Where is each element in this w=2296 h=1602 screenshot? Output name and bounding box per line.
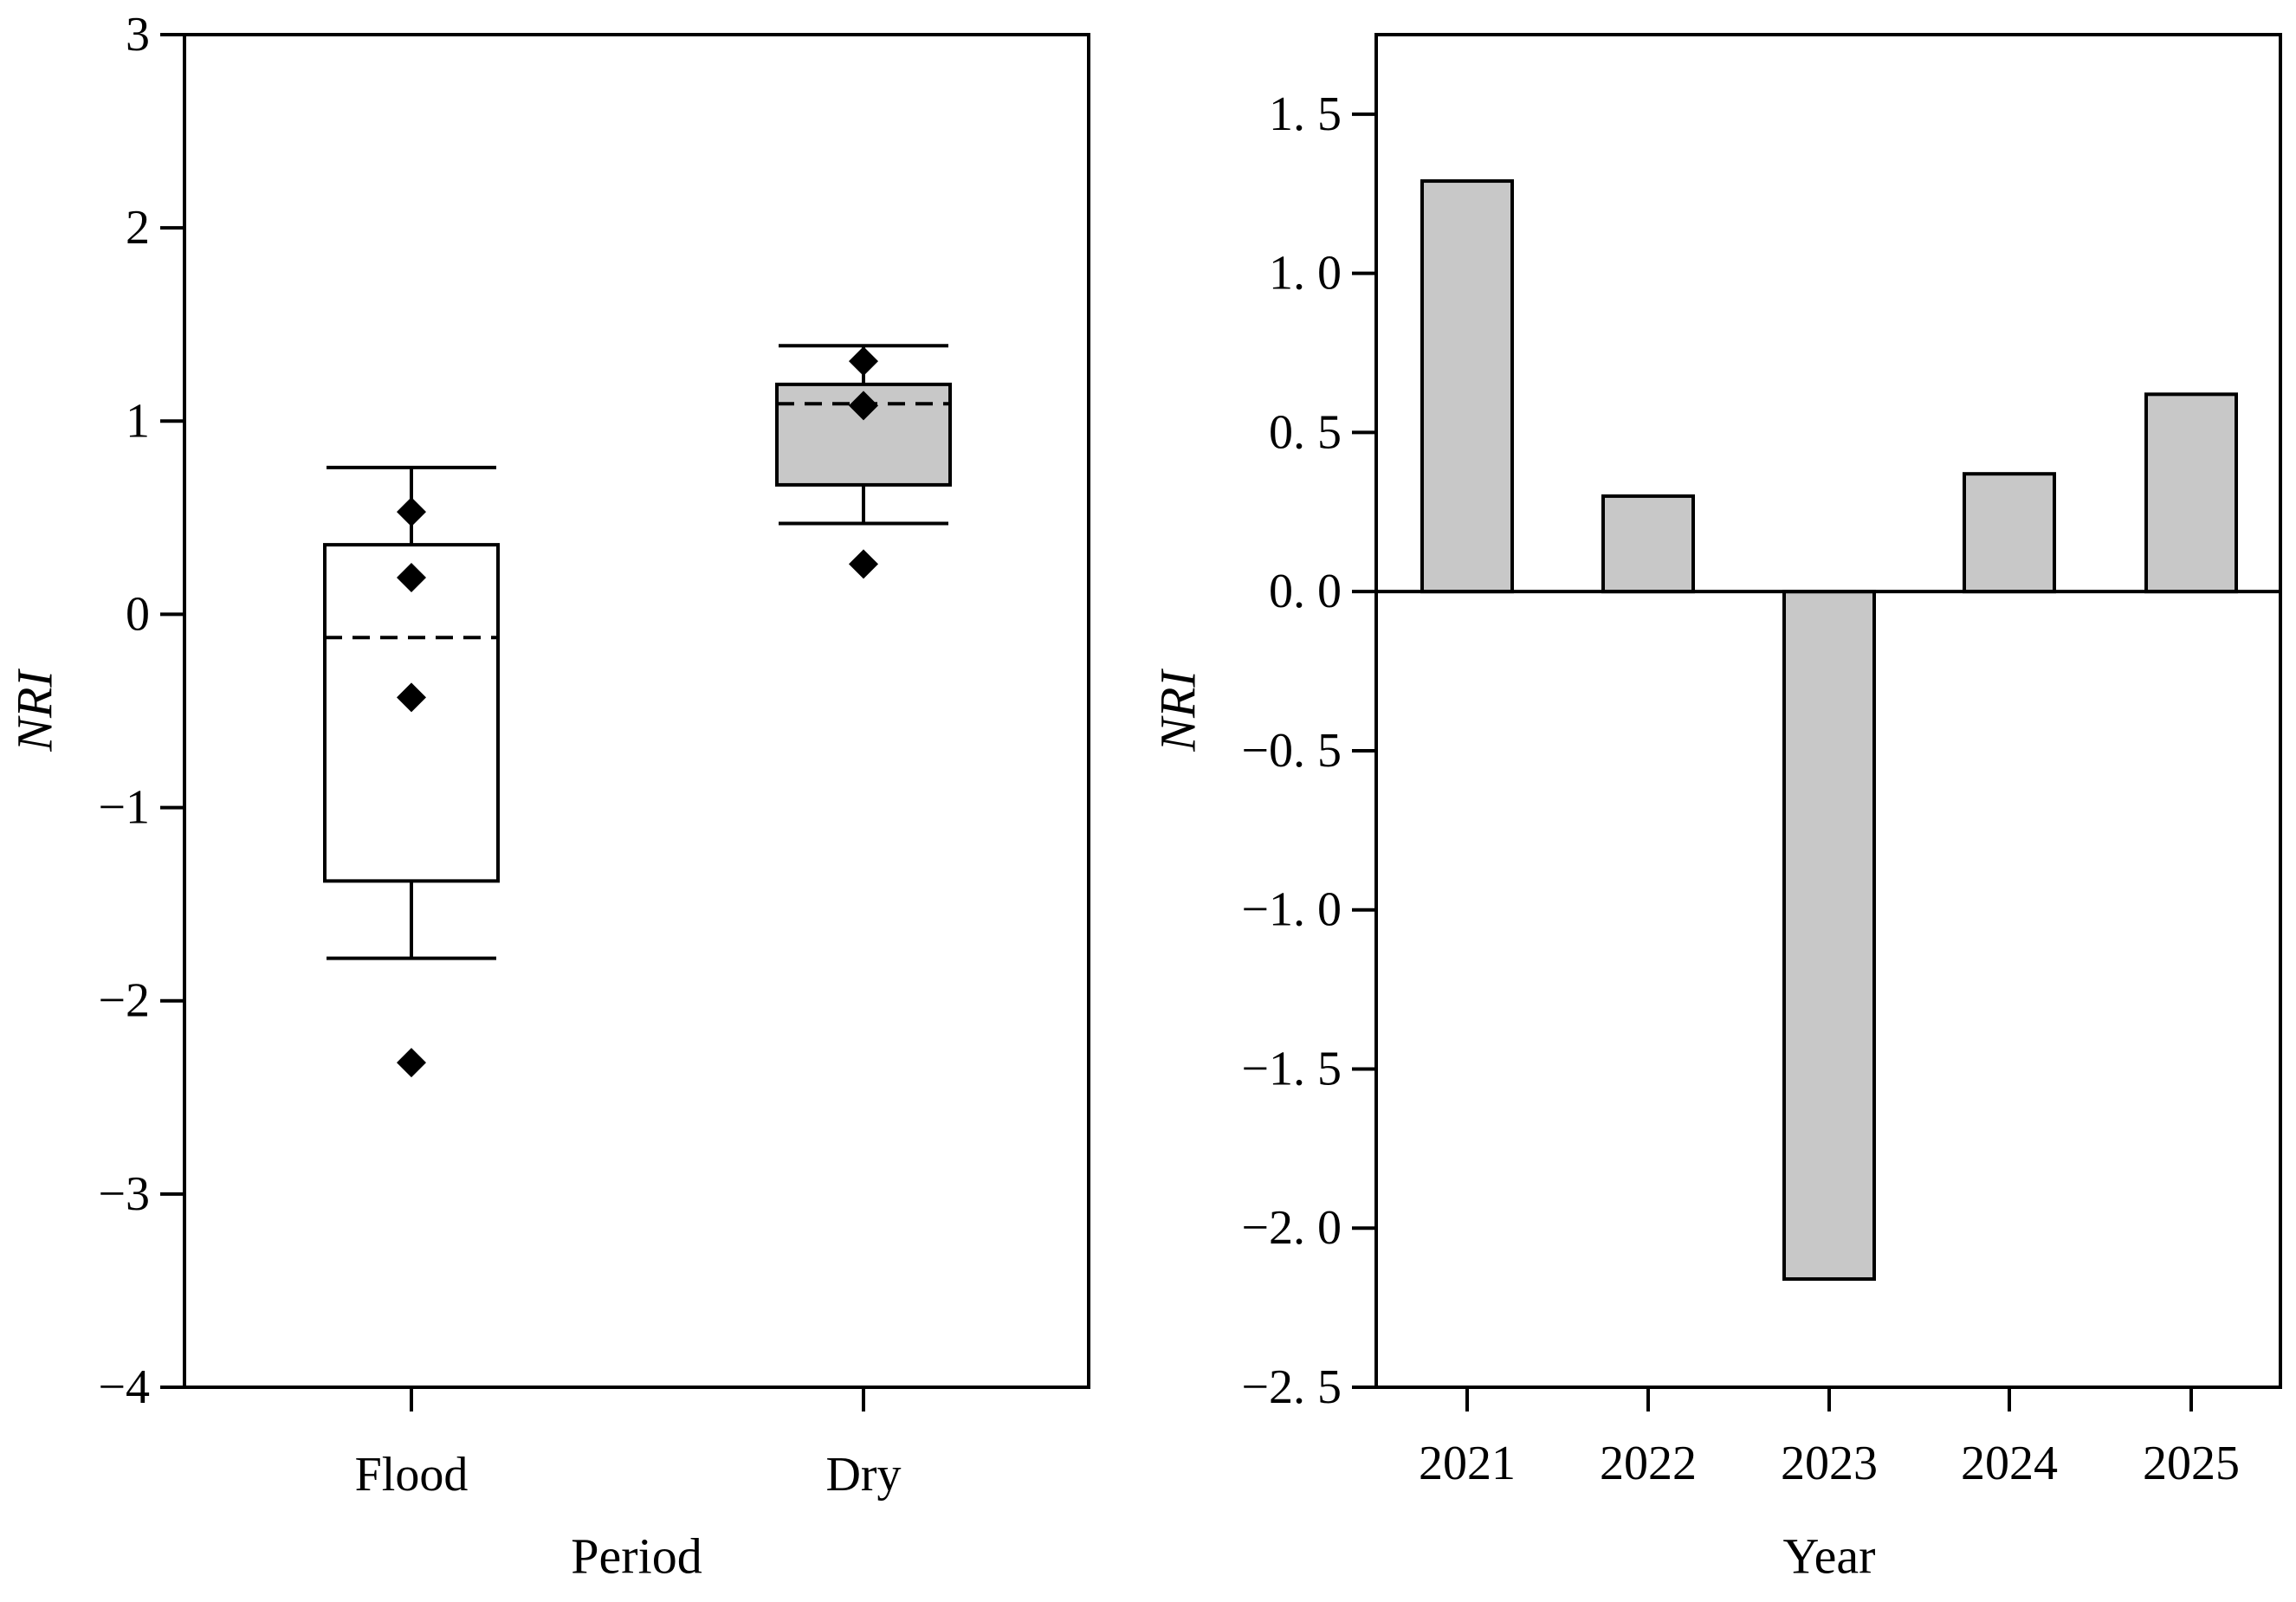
y-tick-label: 3 [126, 8, 150, 61]
box-plot-panel: −4 −3 −2 −1 0 1 2 3 Flood Dry Period NRI [7, 8, 1090, 1585]
bar-2023 [1782, 590, 1876, 1282]
y-tick-label: −0. 5 [1241, 724, 1342, 778]
y-tick-label: 2 [126, 201, 150, 255]
data-point [397, 497, 426, 527]
y-tick-label: −4 [98, 1360, 150, 1414]
data-point [849, 391, 878, 421]
y-tick-label: 0 [126, 587, 150, 641]
x-tick-label: Flood [355, 1448, 469, 1502]
y-tick-label: 1. 0 [1269, 247, 1342, 300]
y-tick-label: −2. 0 [1241, 1201, 1342, 1255]
data-point [397, 563, 426, 593]
x-tick-label: 2021 [1419, 1437, 1516, 1490]
y-tick-label: −1 [98, 781, 150, 835]
data-point [849, 549, 878, 579]
data-point [397, 682, 426, 713]
y-tick-label: 0. 0 [1269, 565, 1342, 618]
y-tick-label: −2. 5 [1241, 1360, 1342, 1414]
y-tick-label: 1 [126, 394, 150, 448]
bar-chart-panel: −2. 5 −2. 0 −1. 5 −1. 0 −0. 5 0. 0 0. 5 1. 0 1. … [1150, 33, 2282, 1585]
y-tick-label: −3 [98, 1167, 150, 1221]
data-point [849, 346, 878, 377]
x-tick-label: 2022 [1600, 1437, 1697, 1490]
y-axis-title: NRI [7, 669, 63, 753]
y-tick-label: 0. 5 [1269, 405, 1342, 459]
bar-2022 [1601, 494, 1695, 594]
x-tick-label: Dry [825, 1448, 901, 1502]
y-axis-title: NRI [1150, 669, 1206, 753]
x-tick-label: 2025 [2143, 1437, 2240, 1490]
plot-frame [183, 33, 1090, 1389]
bar-2025 [2144, 392, 2238, 594]
y-tick-label: 1. 5 [1269, 87, 1342, 141]
y-tick-label: −2 [98, 974, 150, 1028]
bar-2021 [1420, 179, 1514, 594]
box-flood [323, 543, 500, 883]
y-tick-label: −1. 0 [1241, 883, 1342, 937]
x-axis-title: Year [1783, 1528, 1876, 1585]
x-tick-label: 2023 [1781, 1437, 1878, 1490]
bar-2024 [1963, 472, 2056, 594]
x-tick-label: 2024 [1961, 1437, 2058, 1490]
data-point [397, 1048, 426, 1078]
x-axis-title: Period [571, 1528, 702, 1585]
y-tick-label: −1. 5 [1241, 1042, 1342, 1095]
